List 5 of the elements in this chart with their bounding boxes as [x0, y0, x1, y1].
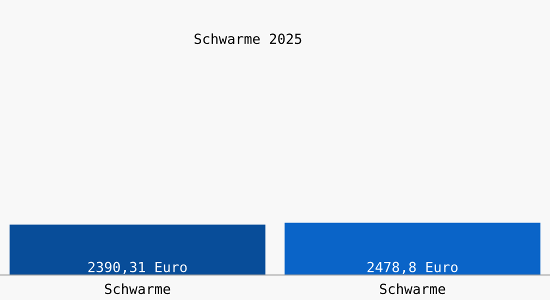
data-label: 2478,8 Euro — [368, 262, 458, 274]
data-label: 2390,31 Euro — [88, 262, 187, 274]
x-tick-label: Schwarme — [380, 283, 446, 294]
chart-title: Schwarme 2025 — [194, 33, 302, 44]
x-tick-label: Schwarme — [104, 283, 170, 294]
